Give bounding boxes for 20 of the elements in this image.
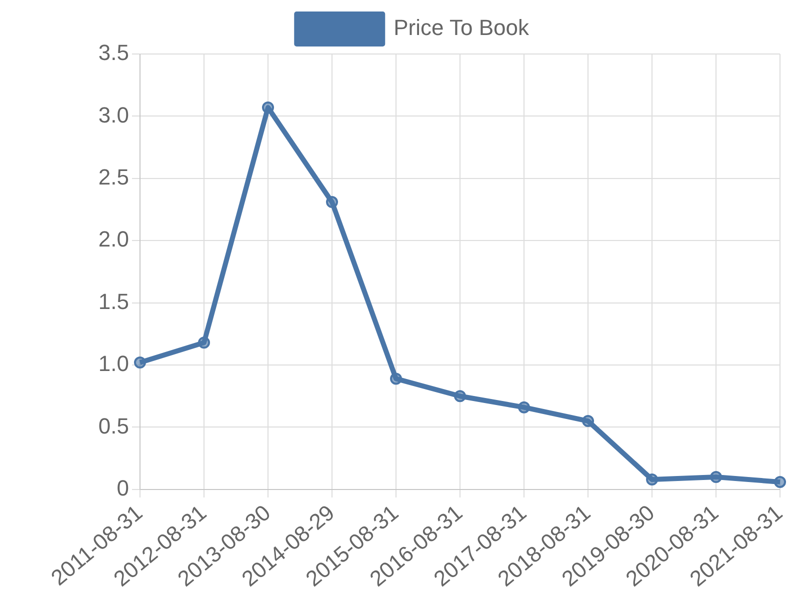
y-tick-label: 2.5 <box>98 164 129 190</box>
point <box>326 196 338 208</box>
point <box>646 473 658 486</box>
point <box>710 471 722 483</box>
point <box>518 401 530 414</box>
y-tick-label: 3.0 <box>98 102 129 128</box>
y-tick-label: 1.5 <box>98 288 129 314</box>
y-tick-label: 1.0 <box>98 351 129 376</box>
point <box>262 101 274 114</box>
y-tick-label: 3.5 <box>98 40 129 66</box>
legend-label: Price To Book <box>394 15 530 40</box>
y-tick-label: 2.0 <box>98 226 129 252</box>
y-tick-label: 0 <box>116 476 129 501</box>
point <box>134 356 146 369</box>
point <box>390 372 402 385</box>
point <box>582 415 594 428</box>
y-tick-label: 0.5 <box>98 413 129 438</box>
point <box>198 336 210 349</box>
point <box>454 390 466 402</box>
point <box>774 476 786 488</box>
